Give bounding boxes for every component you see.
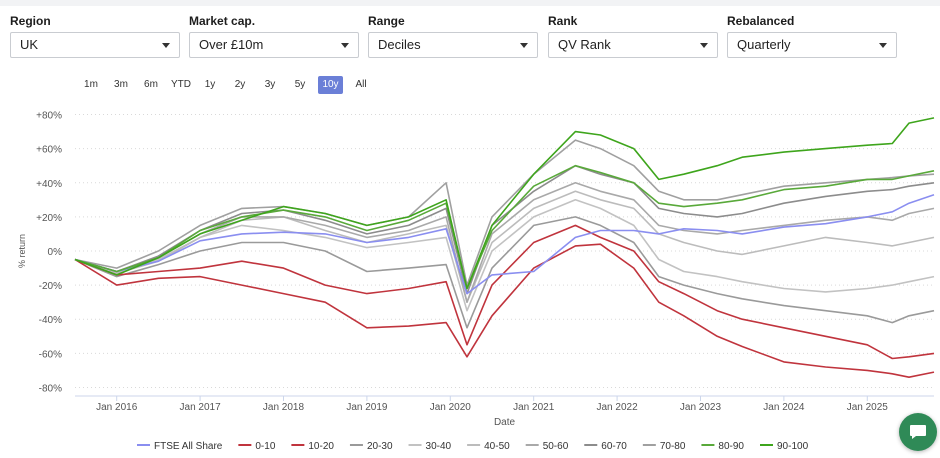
legend-label: 10-20	[308, 441, 334, 452]
series-line-ftse-all-share	[74, 193, 935, 295]
region-filter: Region UK	[10, 14, 180, 58]
x-tick-label: Jan 2018	[263, 402, 305, 413]
chevron-down-icon	[879, 43, 887, 48]
series-line-10-20	[74, 224, 935, 360]
legend-label: 90-100	[777, 441, 809, 452]
range-button-10y[interactable]: 10y	[318, 76, 343, 94]
chat-button[interactable]	[899, 413, 937, 451]
x-tick-label: Jan 2023	[680, 402, 722, 413]
range-button-5y[interactable]: 5y	[294, 79, 306, 90]
filter-bar: Region UK Market cap. Over £10m Range De…	[10, 14, 930, 60]
legend-item[interactable]: 40-50	[467, 441, 510, 452]
market-cap-value: Over £10m	[199, 37, 264, 52]
range-button-ytd[interactable]: YTD	[171, 79, 191, 90]
series-line-60-70	[74, 164, 935, 295]
y-tick-label: +20%	[36, 213, 62, 224]
chevron-down-icon	[341, 43, 349, 48]
legend-item[interactable]: 30-40	[408, 441, 452, 452]
legend-label: 40-50	[484, 441, 510, 452]
legend-item[interactable]: 10-20	[291, 441, 334, 452]
legend-item[interactable]: 20-30	[349, 441, 393, 452]
rank-filter: Rank QV Rank	[548, 14, 718, 58]
x-axis-ticks: Jan 2016 Jan 2017 Jan 2018 Jan 2019 Jan 2020…	[96, 396, 888, 413]
y-tick-label: -60%	[39, 349, 62, 360]
series-line-50-60	[74, 182, 935, 303]
legend-item[interactable]: 50-60	[525, 441, 569, 452]
legend-item[interactable]: 80-90	[701, 441, 744, 452]
returns-line-chart: +80% +60% +40% +20% 0% -20% -40% -60% -80% Jan 2…	[17, 111, 935, 452]
series-line-30-40	[74, 199, 935, 312]
range-button-2y[interactable]: 2y	[234, 79, 246, 90]
legend-item[interactable]: FTSE All Share	[137, 441, 223, 452]
legend-label: 50-60	[543, 441, 569, 452]
x-axis-label: Date	[494, 417, 516, 428]
x-tick-label: Jan 2021	[513, 402, 555, 413]
legend-label: 0-10	[255, 441, 275, 452]
x-tick-label: Jan 2017	[180, 402, 222, 413]
range-button-1y[interactable]: 1y	[204, 79, 216, 90]
y-tick-label: -80%	[39, 383, 62, 394]
market-cap-filter: Market cap. Over £10m	[189, 14, 359, 58]
chevron-down-icon	[162, 43, 170, 48]
range-button-3y[interactable]: 3y	[264, 79, 276, 90]
x-tick-label: Jan 2019	[346, 402, 388, 413]
legend-item[interactable]: 90-100	[760, 441, 809, 452]
x-tick-label: Jan 2024	[763, 402, 805, 413]
rebalanced-filter: Rebalanced Quarterly	[727, 14, 897, 58]
range-button-6m[interactable]: 6m	[144, 79, 158, 90]
y-tick-label: +60%	[36, 145, 62, 156]
y-axis-ticks: +80% +60% +40% +20% 0% -20% -40% -60% -80%	[36, 111, 62, 395]
legend-label: 30-40	[426, 441, 452, 452]
series-line-90-100	[74, 117, 935, 290]
range-button-1m[interactable]: 1m	[84, 79, 98, 90]
range-select[interactable]: Deciles	[368, 32, 538, 58]
top-bar	[0, 0, 940, 6]
rank-select[interactable]: QV Rank	[548, 32, 718, 58]
y-tick-label: +80%	[36, 111, 62, 122]
x-tick-label: Jan 2025	[847, 402, 889, 413]
region-label: Region	[10, 14, 51, 28]
range-label: Range	[368, 14, 405, 28]
legend-label: 60-70	[601, 441, 627, 452]
y-axis-label: % return	[17, 234, 27, 268]
market-cap-select[interactable]: Over £10m	[189, 32, 359, 58]
legend-item[interactable]: 60-70	[584, 441, 627, 452]
x-tick-label: Jan 2022	[597, 402, 639, 413]
x-tick-label: Jan 2020	[430, 402, 472, 413]
rank-label: Rank	[548, 14, 578, 28]
y-tick-label: 0%	[48, 247, 63, 258]
range-button-3m[interactable]: 3m	[114, 79, 128, 90]
legend-item[interactable]: 70-80	[642, 441, 686, 452]
legend-label: 20-30	[367, 441, 393, 452]
rank-value: QV Rank	[558, 37, 611, 52]
series-line-80-90	[74, 164, 935, 290]
legend-label: FTSE All Share	[154, 441, 223, 452]
rebalanced-label: Rebalanced	[727, 14, 795, 28]
region-select[interactable]: UK	[10, 32, 180, 58]
range-button-all[interactable]: All	[355, 79, 367, 90]
chevron-down-icon	[520, 43, 528, 48]
range-filter: Range Deciles	[368, 14, 538, 58]
region-value: UK	[20, 37, 39, 52]
chevron-down-icon	[700, 43, 708, 48]
series-line-0-10	[74, 243, 935, 378]
series-line-70-80	[74, 139, 935, 286]
chart-series	[74, 117, 935, 378]
legend-label: 70-80	[660, 441, 686, 452]
x-tick-label: Jan 2016	[96, 402, 138, 413]
chart-legend: FTSE All Share 0-10 10-20 20-30 30-40 40-50 50…	[137, 441, 809, 452]
series-line-20-30	[74, 216, 935, 329]
market-cap-label: Market cap.	[189, 14, 256, 28]
legend-label: 80-90	[718, 441, 744, 452]
series-line-40-50	[74, 190, 935, 303]
rebalanced-value: Quarterly	[737, 37, 791, 52]
range-value: Deciles	[378, 37, 421, 52]
y-tick-label: +40%	[36, 179, 62, 190]
y-tick-label: -20%	[39, 281, 62, 292]
chat-icon	[910, 425, 926, 439]
rebalanced-select[interactable]: Quarterly	[727, 32, 897, 58]
legend-item[interactable]: 0-10	[238, 441, 276, 452]
y-tick-label: -40%	[39, 315, 62, 326]
